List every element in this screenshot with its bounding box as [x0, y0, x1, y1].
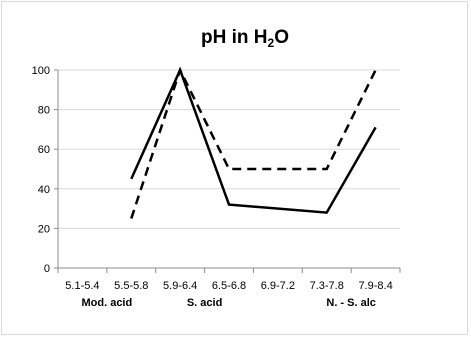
chart-title: pH in H2O [201, 27, 289, 50]
chart-title-suffix: O [274, 27, 289, 48]
x-tick-label-1: 5.5-5.8 [114, 280, 148, 292]
x-tick-label-3: 6.5-6.8 [212, 280, 246, 292]
series-lines [130, 66, 377, 219]
category-group-label-1: S. acid [187, 297, 222, 309]
gridlines [58, 69, 400, 229]
series-line-1-solid [130, 66, 377, 214]
category-groups: Mod. acid S. acid N. - S. alc [81, 297, 375, 309]
y-tick-label-40: 40 [38, 184, 50, 196]
category-group-label-2: N. - S. alc [326, 297, 376, 309]
y-tick-label-0: 0 [44, 263, 50, 275]
y-tick-label-80: 80 [38, 105, 50, 117]
chart-title-prefix: pH in H [201, 27, 268, 48]
series-line-2-dashed [130, 66, 377, 219]
x-axis-ticks: 5.1-5.4 5.5-5.8 5.9-6.4 6.5-6.8 6.9-7.2 7.3-7… [57, 268, 401, 292]
y-tick-label-20: 20 [38, 223, 50, 235]
x-tick-label-4: 6.9-7.2 [261, 280, 295, 292]
x-tick-label-2: 5.9-6.4 [163, 280, 197, 292]
y-tick-label-100: 100 [32, 65, 50, 77]
y-tick-label-60: 60 [38, 144, 50, 156]
category-group-label-0: Mod. acid [81, 297, 132, 309]
chart-title-subscript: 2 [268, 36, 275, 50]
axes [57, 70, 400, 269]
y-axis-ticks: 0 20 40 60 80 100 [32, 65, 58, 275]
x-tick-label-0: 5.1-5.4 [65, 280, 99, 292]
x-tick-label-5: 7.3-7.8 [310, 280, 344, 292]
x-tick-label-6: 7.9-8.4 [358, 280, 392, 292]
